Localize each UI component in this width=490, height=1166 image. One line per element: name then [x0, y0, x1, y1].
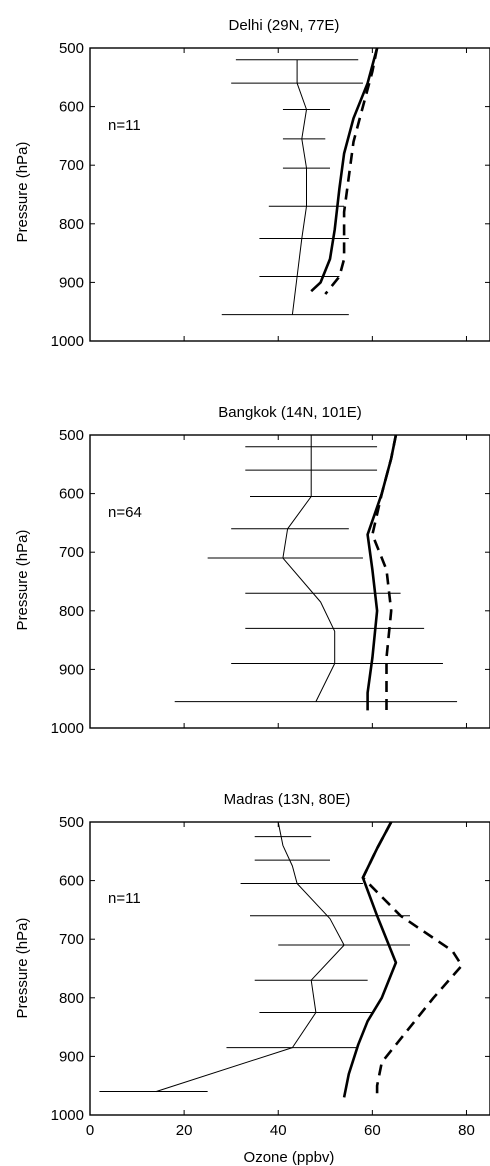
sample-count-annotation: n=11	[108, 117, 141, 134]
y-tick-label: 800	[59, 990, 84, 1007]
panel-title: Bangkok (14N, 101E)	[218, 404, 361, 421]
y-tick-label: 1000	[51, 1107, 84, 1124]
y-tick-label: 500	[59, 427, 84, 444]
y-ticks: 500 600 700 800 900 1000	[51, 40, 490, 350]
series-line-observed	[155, 821, 345, 1093]
y-tick-label: 1000	[51, 333, 84, 350]
y-axis-label: Pressure (hPa)	[14, 142, 31, 243]
y-ticks: 500 600 700 800 900 1000	[51, 427, 490, 737]
x-ticks	[89, 48, 467, 341]
series-group	[155, 821, 464, 1098]
series-line-model-dashed	[324, 47, 379, 295]
y-tick-label: 900	[59, 274, 84, 291]
error-bars	[174, 446, 458, 703]
y-tick-label: 900	[59, 1048, 84, 1065]
panel-title: Madras (13N, 80E)	[224, 791, 351, 808]
x-tick-label: 40	[270, 1122, 287, 1139]
x-tick-label: 80	[458, 1122, 475, 1139]
series-line-model-dashed	[361, 821, 464, 1098]
plot-frame	[89, 47, 490, 342]
panel-delhi: Delhi (29N, 77E) Pressure (hPa) n=11 500…	[14, 17, 490, 350]
sample-count-annotation: n=64	[108, 504, 142, 521]
x-tick-label: 20	[176, 1122, 193, 1139]
y-tick-label: 700	[59, 157, 84, 174]
plot-frame	[89, 434, 490, 729]
error-bars	[221, 59, 363, 316]
y-tick-label: 900	[59, 661, 84, 678]
y-tick-label: 600	[59, 873, 84, 890]
x-ticks: 0 20 40 60 80	[86, 822, 475, 1139]
series-line-observed	[282, 435, 336, 702]
x-tick-label: 0	[86, 1122, 94, 1139]
sample-count-annotation: n=11	[108, 890, 141, 907]
y-tick-label: 500	[59, 814, 84, 831]
y-tick-label: 500	[59, 40, 84, 57]
y-ticks: 500 600 700 800 900 1000	[51, 814, 490, 1124]
x-axis-label: Ozone (ppbv)	[244, 1149, 335, 1166]
x-ticks	[89, 435, 467, 728]
x-tick-label: 60	[364, 1122, 381, 1139]
series-group	[291, 47, 379, 315]
y-tick-label: 800	[59, 216, 84, 233]
y-tick-label: 700	[59, 544, 84, 561]
series-line-model-solid	[366, 434, 398, 711]
panel-bangkok: Bangkok (14N, 101E) Pressure (hPa) n=64 …	[14, 404, 490, 737]
y-axis-label: Pressure (hPa)	[14, 918, 31, 1019]
series-line-observed	[291, 59, 307, 315]
series-group	[282, 434, 398, 711]
series-line-model-solid	[310, 47, 379, 293]
panel-title: Delhi (29N, 77E)	[229, 17, 340, 34]
y-axis-label: Pressure (hPa)	[14, 530, 31, 631]
y-tick-label: 600	[59, 99, 84, 116]
panel-madras: Madras (13N, 80E) Pressure (hPa) n=11 Oz…	[14, 791, 490, 1166]
y-tick-label: 700	[59, 931, 84, 948]
y-tick-label: 600	[59, 486, 84, 503]
y-tick-label: 800	[59, 603, 84, 620]
y-tick-label: 1000	[51, 720, 84, 737]
series-line-model-dashed	[371, 434, 398, 711]
plot-frame	[89, 821, 490, 1116]
